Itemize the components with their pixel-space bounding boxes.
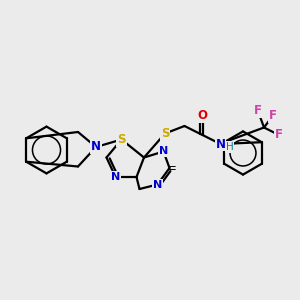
Text: N: N	[215, 137, 226, 151]
Text: N: N	[111, 172, 120, 182]
Text: F: F	[269, 109, 277, 122]
Text: H: H	[226, 142, 233, 152]
Text: F: F	[275, 128, 283, 142]
Text: O: O	[197, 109, 208, 122]
Text: F: F	[254, 104, 262, 118]
Text: S: S	[161, 127, 169, 140]
Text: N: N	[159, 146, 168, 157]
Text: N: N	[91, 140, 101, 154]
Text: N: N	[153, 179, 162, 190]
Text: S: S	[117, 133, 126, 146]
Text: =: =	[167, 162, 177, 175]
